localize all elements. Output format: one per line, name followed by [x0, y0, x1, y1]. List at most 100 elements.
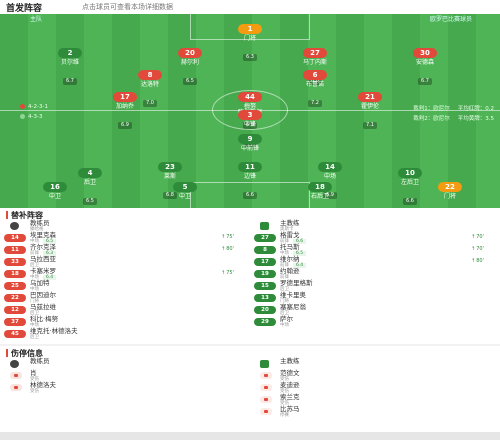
coach-name: 奥斯卡 — [280, 227, 294, 232]
player-rating: 6.4 — [43, 275, 57, 280]
shirt-number: 18 — [4, 270, 26, 278]
shirt-number: 23 — [158, 162, 182, 172]
shirt-number: 30 — [413, 48, 437, 58]
home-player[interactable]: 27 马丁内斯 6.8 — [275, 40, 355, 86]
home-sub-row[interactable]: 12 马兹拉维 后卫 — [0, 304, 240, 316]
player-position: 后卫 — [30, 263, 39, 268]
home-sub-row[interactable]: 37 科比·梅努 中场 — [0, 316, 240, 328]
home-player[interactable]: 1 门将 6.3 — [210, 16, 290, 62]
away-sub-row[interactable]: 29 萨尔 中场 — [250, 316, 490, 328]
away-player[interactable]: 23 莱斯 6.8 — [130, 154, 210, 200]
player-position: 后卫 — [30, 311, 39, 316]
home-sub-row[interactable]: 22 巴因迪尔 门将 — [0, 292, 240, 304]
shirt-number: 11 — [4, 246, 26, 254]
player-name: 贝尔维 — [60, 59, 79, 66]
player-name: 萨尔 — [280, 315, 293, 323]
home-player[interactable]: 8 达洛特 7.0 — [110, 62, 190, 108]
away-sub-row[interactable]: 15 罗德里格斯 后卫 — [250, 280, 490, 292]
player-position: 中场 6.4 — [30, 275, 57, 280]
shirt-number: 4 — [78, 168, 102, 178]
home-team-label: 主队 — [30, 16, 43, 23]
shirt-number: 44 — [238, 92, 262, 102]
shirt-number: 17 — [254, 258, 276, 266]
player-name: 维卡里奥 — [280, 291, 306, 299]
player-name: 巴因迪尔 — [30, 291, 56, 299]
home-sub-row[interactable]: 45 维克托·林德洛夫 后卫 — [0, 328, 240, 340]
player-rating: 7.0 — [143, 100, 157, 107]
home-player[interactable]: 20 赫尔利 6.5 — [150, 40, 230, 86]
player-rating: 6.8 — [308, 78, 322, 85]
away-injury-row[interactable]: 麦迪逊 受伤 — [250, 382, 490, 394]
team-crest-icon — [260, 360, 269, 368]
shirt-number: 18 — [308, 182, 332, 192]
away-sub-row[interactable]: 20 塞塞尼翁 后卫 — [250, 304, 490, 316]
player-name: 范德文 — [280, 369, 300, 377]
home-sub-row[interactable]: 33 马拉西亚 后卫 — [0, 256, 240, 268]
player-name: 索兰克 — [280, 393, 300, 401]
home-injury-row[interactable]: 肖受伤 — [0, 370, 240, 382]
player-name: 梅努 — [243, 103, 256, 110]
away-player[interactable]: 4 后卫 6.5 — [50, 160, 130, 206]
player-position: 中场 6.5 — [280, 251, 307, 256]
coach-icon — [10, 222, 19, 230]
shirt-number: 15 — [254, 282, 276, 290]
away-player[interactable]: 10 左后卫 6.6 — [370, 160, 450, 206]
coach-label: 主教练 — [280, 219, 300, 227]
coach-icon — [10, 360, 19, 368]
away-injury-row[interactable]: 索兰克 受伤 — [250, 394, 490, 406]
home-subs-list: 教练员 滕哈格 14埃里克森中场6.575'11齐尔克泽前锋6.380'33马拉… — [0, 220, 240, 340]
coach-name: 滕哈格 — [30, 227, 44, 232]
injury-status: 受伤 — [30, 377, 39, 382]
shirt-number: 20 — [178, 48, 202, 58]
shirt-number: 2 — [58, 48, 82, 58]
home-player[interactable]: 2 贝尔维 6.7 — [30, 40, 110, 86]
page-footer — [0, 432, 500, 440]
away-injury-row[interactable]: 比苏马 停赛 — [250, 406, 490, 418]
player-name: 中锋 — [243, 121, 256, 128]
player-name: 门将 — [243, 35, 256, 42]
player-name: 齐尔克泽 — [30, 243, 56, 251]
away-sub-row[interactable]: 13 维卡里奥 门将 — [250, 292, 490, 304]
player-rating: 7.2 — [308, 100, 322, 107]
shirt-number: 20 — [254, 306, 276, 314]
home-player[interactable]: 17 加纳乔 6.9 — [85, 84, 165, 130]
shirt-number: 10 — [398, 168, 422, 178]
home-player[interactable]: 44 梅努 6.9 — [210, 84, 290, 130]
home-injury-row[interactable]: 林德洛夫 受伤 — [0, 382, 240, 394]
home-sub-row[interactable]: 25 乌加特 中场 — [0, 280, 240, 292]
sub-in-minute: 80' — [471, 258, 484, 264]
home-player[interactable]: 21 霍伊伦 7.1 — [330, 84, 410, 130]
away-coach-row[interactable]: 主教练 奥斯卡 — [250, 220, 490, 232]
shirt-number: 25 — [4, 282, 26, 290]
player-rating: 6.8 — [163, 192, 177, 199]
away-player[interactable]: 14 中场 6.9 — [290, 154, 370, 200]
away-injury-row[interactable]: 范德文 受伤 — [250, 370, 490, 382]
player-rating: 7.1 — [363, 122, 377, 129]
away-injury-coach-row: 主教练 — [250, 358, 490, 370]
shirt-number: 21 — [358, 92, 382, 102]
player-name: 马拉西亚 — [30, 255, 56, 263]
shirt-number: 29 — [254, 318, 276, 326]
player-position: 门将 — [30, 299, 39, 304]
player-rating: 6.9 — [118, 122, 132, 129]
player-position: 前锋 — [280, 275, 289, 280]
home-player[interactable]: 30 安德森 6.7 — [385, 40, 465, 86]
player-position: 后卫 — [280, 311, 289, 316]
shirt-number: 9 — [238, 134, 262, 144]
injury-icon — [10, 372, 22, 379]
home-coach-row[interactable]: 教练员 滕哈格 — [0, 220, 240, 232]
away-sub-row[interactable]: 19 约翰逊 前锋 — [250, 268, 490, 280]
away-player[interactable]: 11 边锋 6.6 — [210, 154, 290, 200]
injury-icon — [260, 396, 272, 403]
home-player[interactable]: 6 布鲁诺 7.2 — [275, 62, 355, 108]
player-name: 马丁内斯 — [302, 59, 327, 66]
player-name: 莱斯 — [163, 173, 176, 180]
injury-icon — [260, 384, 272, 391]
player-name: 塞塞尼翁 — [280, 303, 306, 311]
